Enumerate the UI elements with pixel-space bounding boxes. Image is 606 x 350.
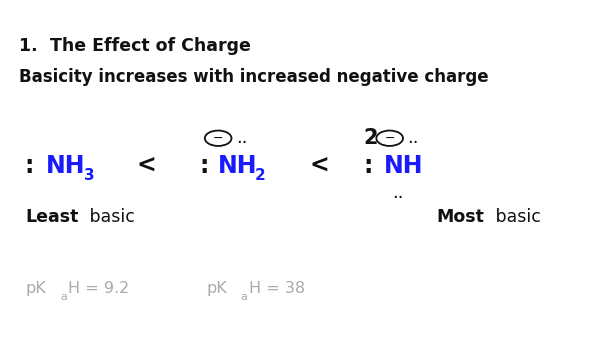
Text: a: a: [60, 293, 67, 302]
Text: ..: ..: [236, 129, 248, 147]
Text: basic: basic: [84, 208, 135, 226]
Text: Basicity increases with increased negative charge: Basicity increases with increased negati…: [19, 68, 489, 86]
Text: Least: Least: [25, 208, 79, 226]
Text: 2: 2: [255, 168, 265, 182]
Text: H = 9.2: H = 9.2: [68, 281, 130, 296]
Text: The Effect of Charge: The Effect of Charge: [50, 37, 250, 55]
Text: 3: 3: [84, 168, 95, 182]
Text: NH: NH: [384, 154, 424, 178]
Text: 2: 2: [364, 128, 378, 148]
Text: ..: ..: [407, 129, 419, 147]
Text: <: <: [136, 154, 156, 178]
Text: :: :: [364, 154, 381, 178]
Text: <: <: [309, 154, 329, 178]
Text: basic: basic: [490, 208, 541, 226]
Text: :: :: [25, 154, 43, 178]
Text: pK: pK: [206, 281, 227, 296]
Text: NH: NH: [218, 154, 258, 178]
Text: −: −: [213, 132, 224, 145]
Text: :: :: [200, 154, 218, 178]
Text: −: −: [384, 132, 395, 145]
Text: Most: Most: [436, 208, 484, 226]
Text: 1.: 1.: [19, 37, 44, 55]
Text: H = 38: H = 38: [249, 281, 305, 296]
Text: pK: pK: [25, 281, 46, 296]
Text: NH: NH: [45, 154, 85, 178]
Text: a: a: [241, 293, 247, 302]
Text: ..: ..: [392, 183, 404, 202]
